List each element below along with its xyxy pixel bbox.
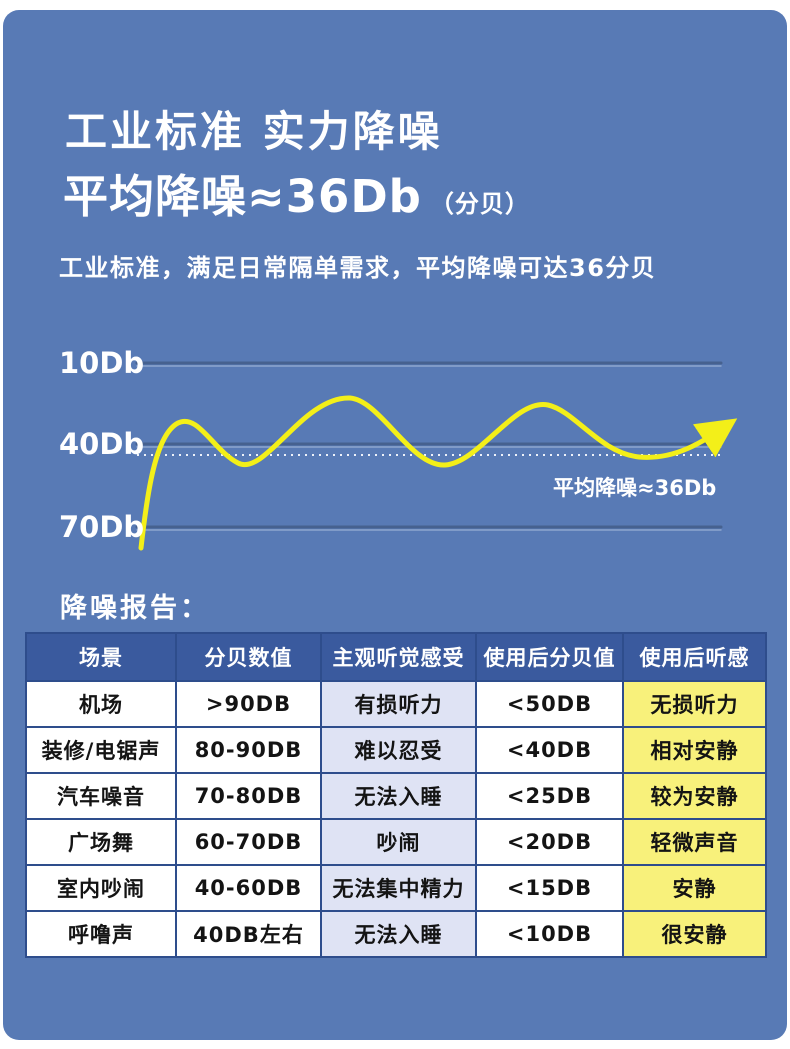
noise-chart: 10Db 40Db 70Db 平均降噪≈36Db [59,346,738,551]
cell-after-decibel: <40DB [475,726,624,774]
cell-scene: 装修/电锯声 [25,726,177,774]
table-row: 广场舞 60-70DB 吵闹 <20DB 轻微声音 [25,818,767,866]
cell-after-feeling: 很安静 [622,910,767,958]
average-annotation: 平均降噪≈36Db [553,476,716,500]
cell-after-feeling: 相对安静 [622,726,767,774]
cell-after-feeling: 较为安静 [622,772,767,820]
cell-feeling: 有损听力 [320,680,477,728]
axis-line-70db [135,525,723,531]
table-row: 汽车噪音 70-80DB 无法入睡 <25DB 较为安静 [25,772,767,820]
cell-decibel: 40-60DB [175,864,322,912]
description-text: 工业标准，满足日常隔单需求，平均降噪可达36分贝 [59,254,657,282]
cell-after-feeling: 无损听力 [622,680,767,728]
cell-after-decibel: <20DB [475,818,624,866]
cell-after-decibel: <10DB [475,910,624,958]
cell-after-decibel: <25DB [475,772,624,820]
col-header-feeling: 主观听觉感受 [320,632,477,682]
col-header-scene: 场景 [25,632,177,682]
cell-after-decibel: <15DB [475,864,624,912]
axis-line-10db [135,361,723,367]
cell-after-feeling: 轻微声音 [622,818,767,866]
cell-decibel: 70-80DB [175,772,322,820]
cell-feeling: 无法集中精力 [320,864,477,912]
cell-feeling: 无法入睡 [320,772,477,820]
cell-decibel: 60-70DB [175,818,322,866]
cell-feeling: 无法入睡 [320,910,477,958]
cell-decibel: 80-90DB [175,726,322,774]
report-title: 降噪报告： [60,593,210,624]
y-tick-10db: 10Db [59,346,144,380]
cell-feeling: 吵闹 [320,818,477,866]
cell-after-feeling: 安静 [622,864,767,912]
cell-after-decibel: <50DB [475,680,624,728]
cell-scene: 汽车噪音 [25,772,177,820]
decibel-unit-label: （分贝） [429,190,530,218]
cell-scene: 室内吵闹 [25,864,177,912]
cell-scene: 机场 [25,680,177,728]
blue-panel: 工业标准 实力降噪 平均降噪≈36Db （分贝） 工业标准，满足日常隔单需求，平均… [3,10,787,1040]
noise-report-table: 场景 分贝数值 主观听觉感受 使用后分贝值 使用后听感 机场 >90DB 有损听… [25,632,767,958]
average-noise-value: 平均降噪≈36Db [63,170,422,223]
main-title: 工业标准 实力降噪 [65,107,443,156]
y-tick-40db: 40Db [59,427,144,461]
table-row: 装修/电锯声 80-90DB 难以忍受 <40DB 相对安静 [25,726,767,774]
axis-line-40db [135,442,723,448]
y-tick-70db: 70Db [59,510,144,544]
cell-feeling: 难以忍受 [320,726,477,774]
cell-scene: 呼噜声 [25,910,177,958]
headline-average-noise: 平均降噪≈36Db （分贝） [63,160,530,225]
table-row: 呼噜声 40DB左右 无法入睡 <10DB 很安静 [25,910,767,958]
col-header-decibel: 分贝数值 [175,632,322,682]
col-header-after-decibel: 使用后分贝值 [475,632,624,682]
table-header-row: 场景 分贝数值 主观听觉感受 使用后分贝值 使用后听感 [25,632,767,682]
table-row: 机场 >90DB 有损听力 <50DB 无损听力 [25,680,767,728]
noise-curve [138,395,738,551]
table-row: 室内吵闹 40-60DB 无法集中精力 <15DB 安静 [25,864,767,912]
cell-scene: 广场舞 [25,818,177,866]
cell-decibel: >90DB [175,680,322,728]
col-header-after-feeling: 使用后听感 [622,632,767,682]
cell-decibel: 40DB左右 [175,910,322,958]
